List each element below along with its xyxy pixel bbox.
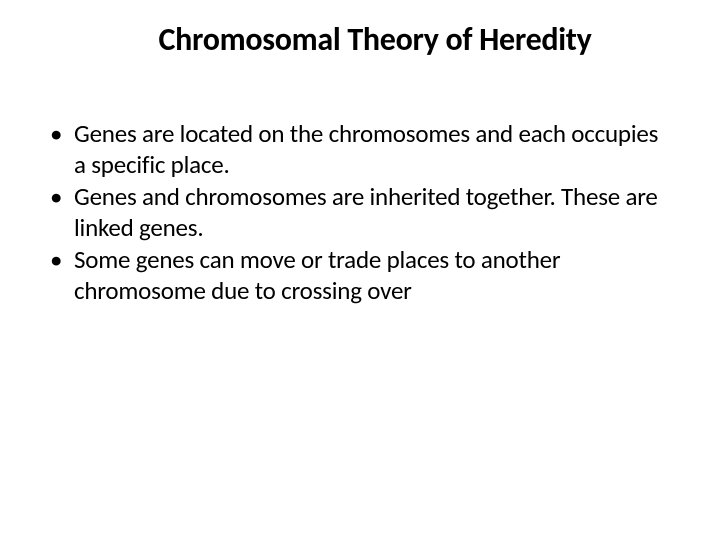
slide-title: Chromosomal Theory of Heredity — [40, 20, 680, 59]
list-item: Some genes can move or trade places to a… — [46, 245, 670, 306]
list-item: Genes are located on the chromosomes and… — [46, 119, 670, 180]
slide: Chromosomal Theory of Heredity Genes are… — [0, 0, 720, 540]
bullet-list: Genes are located on the chromosomes and… — [40, 119, 680, 306]
list-item: Genes and chromosomes are inherited toge… — [46, 182, 670, 243]
slide-body: Genes are located on the chromosomes and… — [40, 119, 680, 306]
